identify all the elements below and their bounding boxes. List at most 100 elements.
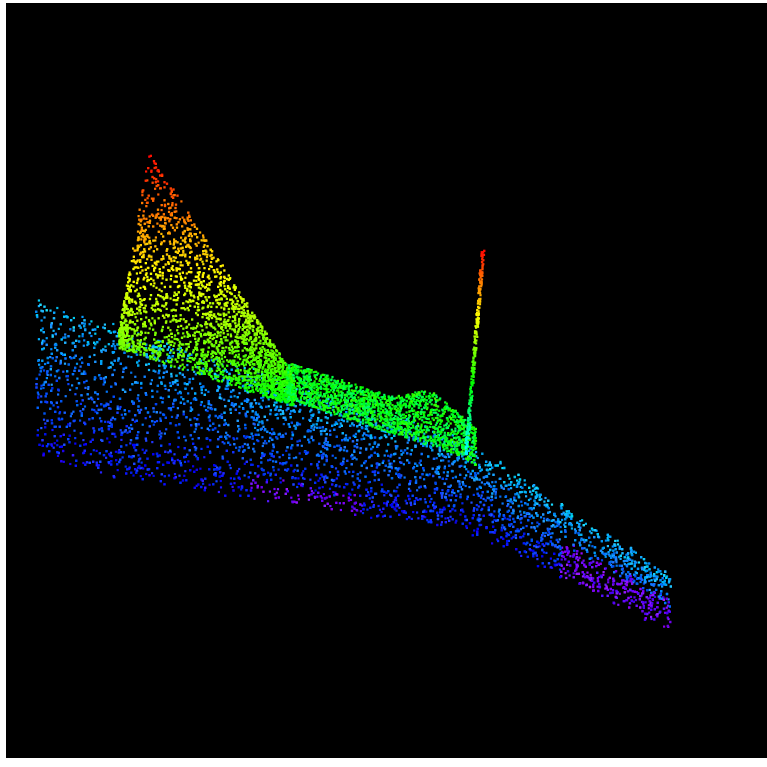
point xyxy=(44,422,46,424)
point xyxy=(342,495,344,497)
point xyxy=(561,519,563,521)
point xyxy=(379,509,381,511)
point xyxy=(415,479,417,481)
point xyxy=(478,505,480,507)
point xyxy=(445,493,447,495)
point xyxy=(544,497,546,499)
point xyxy=(56,307,58,309)
point xyxy=(205,389,207,391)
point xyxy=(405,500,407,502)
point xyxy=(332,455,334,457)
point xyxy=(367,430,369,432)
point xyxy=(309,479,311,481)
point xyxy=(234,395,236,397)
point xyxy=(614,540,616,542)
point xyxy=(410,504,412,506)
point xyxy=(122,456,124,458)
point xyxy=(329,505,331,507)
point xyxy=(43,369,45,371)
point xyxy=(476,504,478,506)
point xyxy=(296,486,298,488)
point xyxy=(616,565,618,567)
point xyxy=(121,414,123,416)
point xyxy=(501,467,503,469)
point xyxy=(310,427,312,429)
point xyxy=(332,406,334,408)
point xyxy=(384,454,386,456)
point xyxy=(619,593,621,595)
point xyxy=(73,317,75,319)
point xyxy=(70,415,72,417)
point xyxy=(132,474,134,476)
point xyxy=(194,431,196,433)
point xyxy=(253,443,255,445)
point xyxy=(274,402,276,404)
point xyxy=(202,368,204,370)
point xyxy=(450,516,452,518)
point xyxy=(475,451,477,453)
point xyxy=(117,405,119,407)
point xyxy=(223,399,225,401)
point xyxy=(103,383,105,385)
point xyxy=(86,380,88,382)
point xyxy=(200,448,202,450)
point xyxy=(462,511,464,513)
point xyxy=(613,552,615,554)
point xyxy=(37,429,39,431)
point xyxy=(148,369,150,371)
point xyxy=(74,443,76,445)
point xyxy=(46,337,48,339)
point xyxy=(564,522,566,524)
point xyxy=(297,477,299,479)
point xyxy=(172,348,174,350)
point xyxy=(236,437,238,439)
point xyxy=(49,310,51,312)
point xyxy=(272,460,274,462)
point xyxy=(233,482,235,484)
point xyxy=(105,457,107,459)
point xyxy=(508,534,510,536)
point xyxy=(187,392,189,394)
point xyxy=(387,455,389,457)
point xyxy=(316,427,318,429)
point xyxy=(106,391,108,393)
point xyxy=(173,453,175,455)
point xyxy=(362,434,364,436)
point xyxy=(244,367,246,369)
point xyxy=(267,472,269,474)
point xyxy=(78,335,80,337)
point xyxy=(40,388,42,390)
point xyxy=(630,596,632,598)
point xyxy=(451,494,453,496)
point xyxy=(174,473,176,475)
point xyxy=(214,364,216,366)
point xyxy=(617,604,619,606)
point xyxy=(356,509,358,511)
point xyxy=(230,467,232,469)
point xyxy=(114,436,116,438)
point xyxy=(489,461,491,463)
point xyxy=(149,416,151,418)
point xyxy=(448,494,450,496)
point xyxy=(232,437,234,439)
point xyxy=(126,432,128,434)
point xyxy=(394,440,396,442)
point xyxy=(367,481,369,483)
point xyxy=(51,429,53,431)
point xyxy=(524,479,526,481)
point xyxy=(260,397,262,399)
point xyxy=(359,472,361,474)
point xyxy=(520,514,522,516)
point xyxy=(145,450,147,452)
point xyxy=(298,498,300,500)
point xyxy=(279,477,281,479)
point xyxy=(235,447,237,449)
point xyxy=(83,339,85,341)
point xyxy=(190,402,192,404)
point xyxy=(102,326,104,328)
point xyxy=(256,439,258,441)
point xyxy=(643,606,645,608)
point xyxy=(318,461,320,463)
point xyxy=(321,476,323,478)
point xyxy=(192,438,194,440)
